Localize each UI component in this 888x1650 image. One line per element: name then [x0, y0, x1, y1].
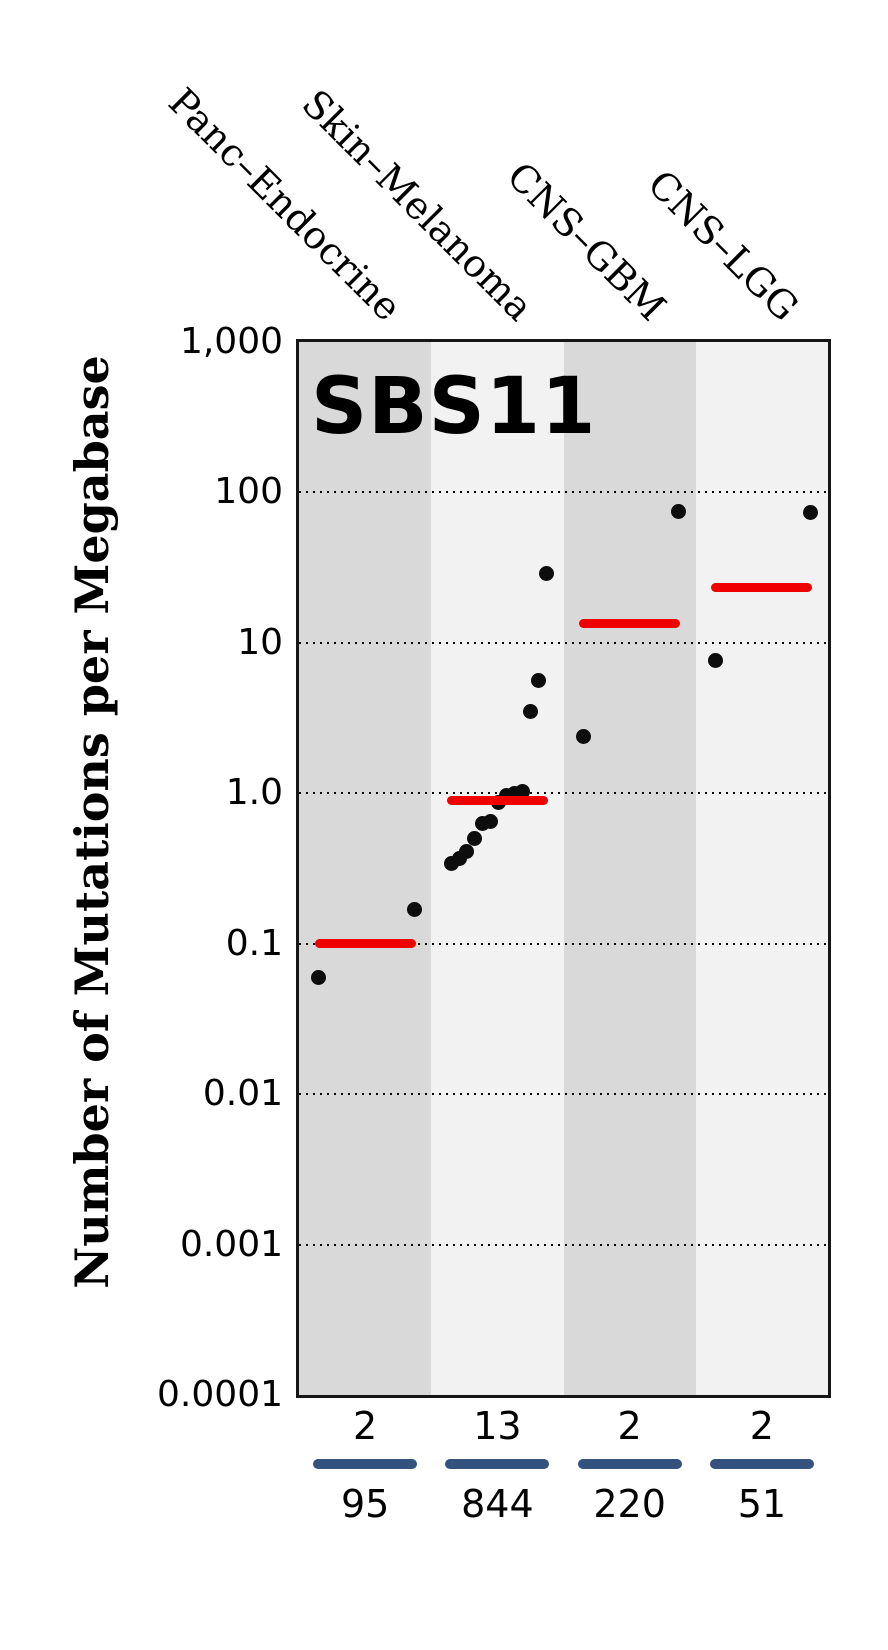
sample-point: [575, 728, 591, 744]
y-tick-label: 0.001: [179, 1223, 283, 1265]
sample-point: [708, 653, 724, 669]
gridline: [299, 1243, 828, 1246]
gridline: [299, 792, 828, 795]
fraction-bar: [445, 1459, 550, 1469]
fraction-numerator: 2: [353, 1404, 378, 1448]
fraction-denominator: 220: [593, 1482, 666, 1526]
median-line: [314, 939, 416, 949]
fraction-numerator: 2: [749, 1404, 774, 1448]
sample-point: [311, 969, 327, 985]
sample-point: [515, 784, 530, 800]
fraction-numerator: 2: [617, 1404, 642, 1448]
sample-point: [538, 565, 554, 581]
sample-point: [522, 703, 538, 719]
y-tick-label: 0.0001: [157, 1374, 283, 1415]
fraction-numerator: 13: [473, 1404, 522, 1448]
fraction-bar: [709, 1459, 814, 1469]
fraction-denominator: 95: [340, 1482, 390, 1526]
y-tick-label: 0.1: [225, 922, 283, 964]
y-tick-label: 0.01: [202, 1073, 283, 1115]
fraction-denominator: 51: [737, 1482, 787, 1526]
plot-area: SBS11: [296, 339, 831, 1398]
gridline: [299, 491, 828, 494]
gridline: [299, 1093, 828, 1096]
gridline: [299, 641, 828, 644]
gridline: [299, 942, 828, 945]
median-line: [711, 582, 813, 592]
sample-point: [459, 844, 475, 860]
fraction-denominator: 844: [461, 1482, 534, 1526]
sample-point: [467, 831, 483, 847]
y-tick-label: 10: [237, 621, 283, 663]
median-line: [446, 796, 548, 806]
band-0: [299, 342, 432, 1395]
median-line: [579, 618, 681, 628]
band-2: [563, 342, 696, 1395]
category-label: Panc–Endocrine: [160, 79, 410, 330]
fraction-bar: [313, 1459, 418, 1469]
y-tick-label: 1.0: [225, 772, 283, 814]
y-tick-label: 100: [214, 471, 283, 513]
sample-point: [483, 813, 499, 829]
category-label: Skin–Melanoma: [293, 81, 543, 330]
fraction-bar: [577, 1459, 682, 1469]
y-tick-label: 1,000: [179, 321, 283, 362]
sample-point: [671, 503, 687, 519]
plot-title: SBS11: [311, 362, 597, 452]
band-3: [695, 342, 828, 1395]
sample-point: [530, 673, 546, 689]
sample-point: [803, 505, 819, 521]
sample-point: [406, 901, 422, 917]
